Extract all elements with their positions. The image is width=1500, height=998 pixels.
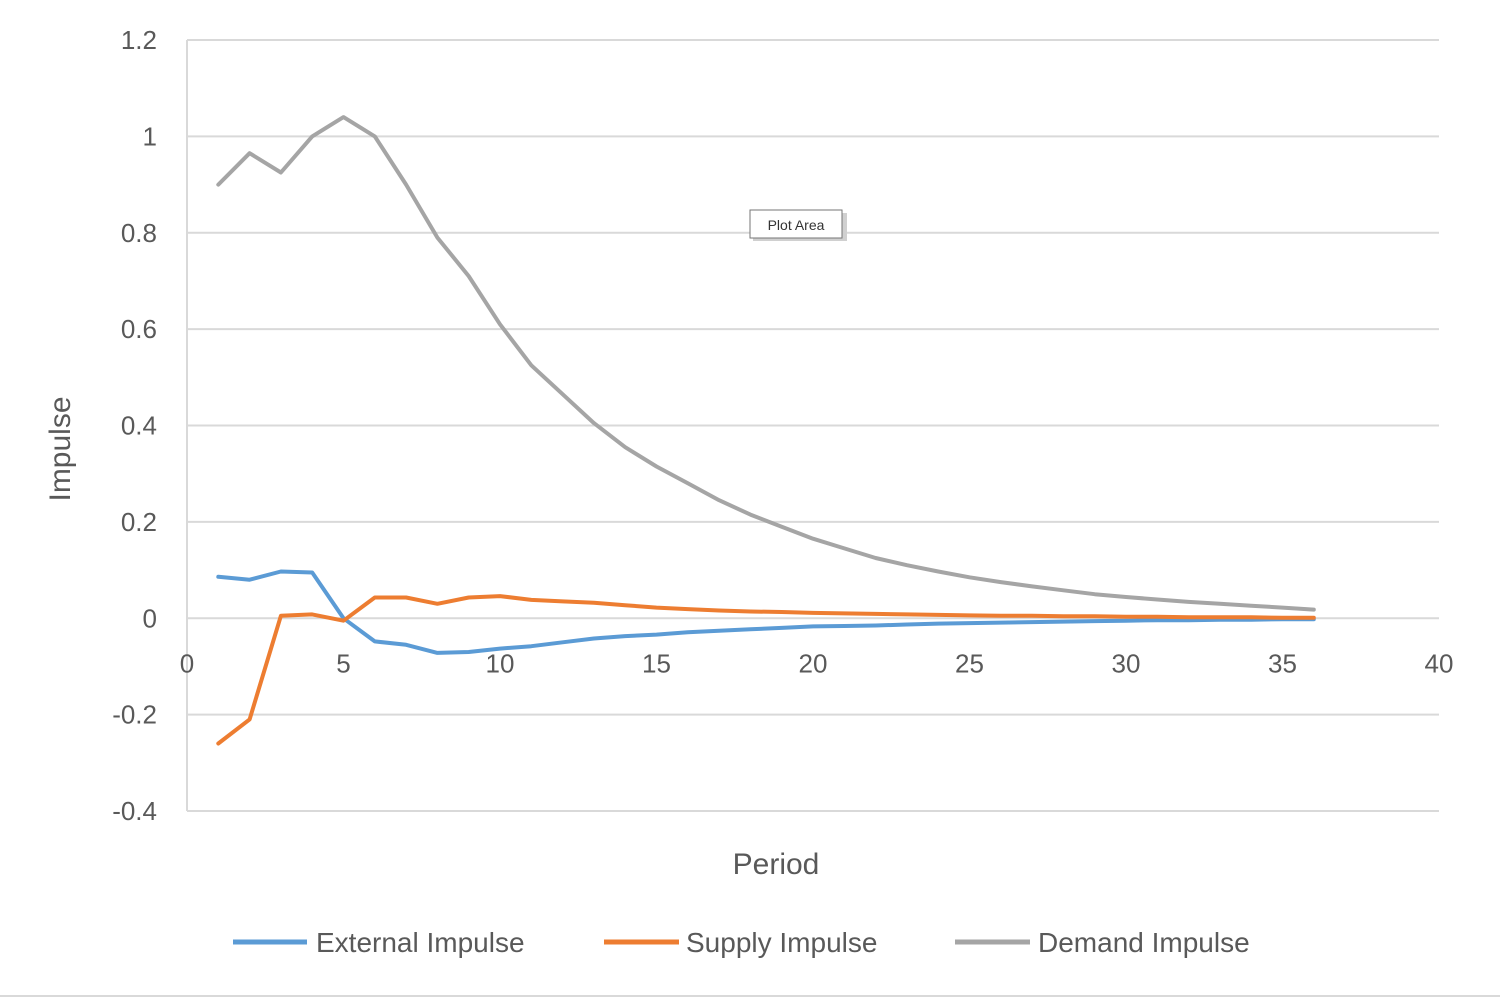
- gridlines: [186, 39, 1439, 812]
- x-tick-label: 15: [642, 648, 671, 678]
- y-tick-label: 0.8: [121, 218, 157, 248]
- legend-label-external-impulse: External Impulse: [316, 927, 525, 958]
- x-tick-label: 0: [180, 648, 194, 678]
- y-tick-label: 0.4: [121, 411, 157, 441]
- bottom-border: [0, 995, 1500, 997]
- legend-label-supply-impulse: Supply Impulse: [686, 927, 877, 958]
- y-axis-title: Impulse: [44, 396, 77, 501]
- x-axis-title: Period: [733, 848, 820, 881]
- x-tick-label: 10: [486, 648, 515, 678]
- series-line-external-impulse: [216, 569, 1316, 655]
- y-tick-label: 0: [143, 603, 157, 633]
- y-tick-label: 0.2: [121, 507, 157, 537]
- x-tick-label: 5: [336, 648, 350, 678]
- x-tick-label: 20: [799, 648, 828, 678]
- plot-area-tooltip-label: Plot Area: [768, 217, 825, 233]
- y-tick-label: 0.6: [121, 314, 157, 344]
- series-lines: [216, 115, 1316, 746]
- x-axis-tick-labels: 0 5 10 15 20 25 30 35 40: [180, 648, 1454, 678]
- series-line-demand-impulse: [216, 115, 1316, 612]
- x-tick-label: 25: [955, 648, 984, 678]
- series-line-supply-impulse: [216, 594, 1316, 746]
- legend-label-demand-impulse: Demand Impulse: [1038, 927, 1250, 958]
- x-tick-label: 35: [1268, 648, 1297, 678]
- y-axis-tick-labels: -0.4 -0.2 0 0.2 0.4 0.6 0.8 1 1.2: [112, 25, 157, 826]
- y-tick-label: -0.2: [112, 700, 157, 730]
- x-tick-label: 40: [1425, 648, 1454, 678]
- x-tick-label: 30: [1112, 648, 1141, 678]
- plot-area-tooltip: Plot Area: [749, 209, 847, 241]
- y-tick-label: -0.4: [112, 796, 157, 826]
- y-tick-label: 1: [143, 121, 157, 151]
- legend: External Impulse Supply Impulse Demand Imp…: [233, 927, 1250, 958]
- y-tick-label: 1.2: [121, 25, 157, 55]
